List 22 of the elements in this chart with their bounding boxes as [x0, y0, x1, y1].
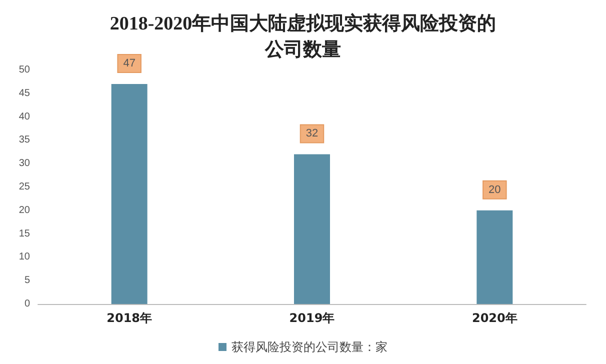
- bar: [476, 210, 513, 304]
- y-tick-label: 20: [18, 204, 30, 216]
- x-tick-label: 2018年: [106, 311, 152, 325]
- y-tick-label: 10: [18, 252, 30, 263]
- bar: [294, 154, 330, 304]
- y-tick-label: 5: [24, 275, 30, 286]
- data-label: 20: [488, 184, 501, 196]
- y-tick-label: 15: [18, 228, 30, 240]
- x-tick-label: 2019年: [289, 311, 335, 325]
- y-tick-label: 35: [18, 134, 30, 146]
- y-tick-label: 40: [18, 111, 30, 122]
- chart-title: 2018-2020年中国大陆虚拟现实获得风险投资的公司数量: [110, 12, 496, 60]
- y-tick-label: 0: [24, 298, 30, 310]
- y-tick-label: 50: [18, 64, 30, 76]
- data-label: 32: [306, 128, 318, 140]
- y-tick-label: 30: [18, 158, 30, 170]
- bar: [111, 84, 148, 304]
- x-tick-label: 2020年: [472, 311, 518, 325]
- data-label: 47: [123, 58, 136, 70]
- y-tick-label: 45: [18, 88, 30, 99]
- y-tick-label: 25: [18, 182, 30, 192]
- legend-label: 获得风险投资的公司数量：家: [232, 340, 388, 354]
